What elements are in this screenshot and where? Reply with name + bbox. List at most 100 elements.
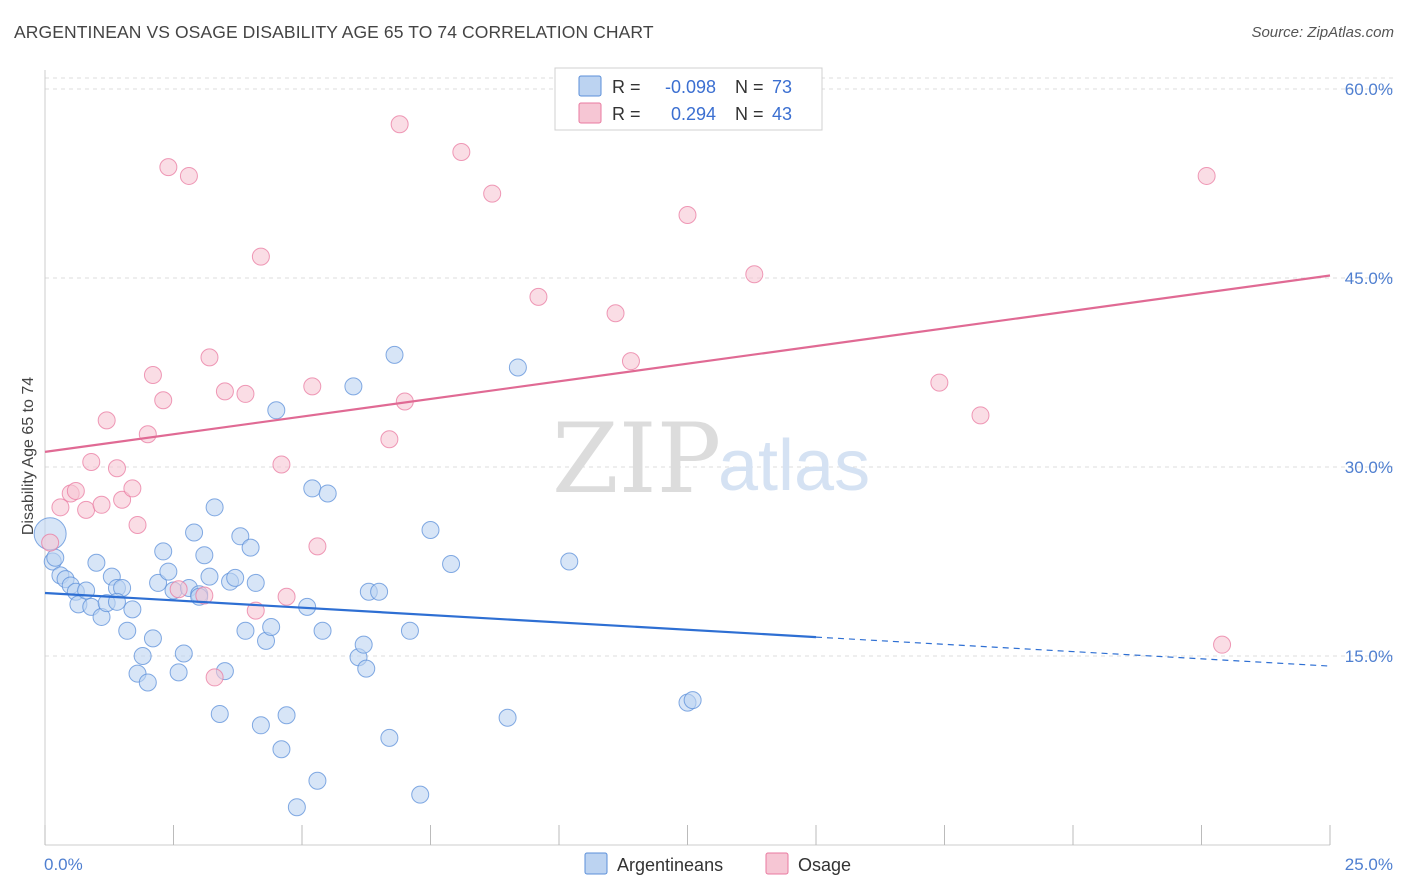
point-osage xyxy=(251,247,270,266)
point-osage xyxy=(745,265,764,284)
legend-r-label-2: R = xyxy=(612,104,641,124)
legend-n-label-1: N = xyxy=(735,77,764,97)
legend-n-value-2: 43 xyxy=(772,104,792,124)
point-argentineans xyxy=(442,555,461,574)
watermark-atlas: atlas xyxy=(718,426,870,506)
point-osage xyxy=(1213,635,1232,654)
point-argentineans xyxy=(313,621,332,640)
point-osage xyxy=(390,115,409,134)
x-tick-label-min: 0.0% xyxy=(44,855,83,874)
point-osage xyxy=(77,500,96,519)
point-osage xyxy=(606,304,625,323)
point-osage xyxy=(92,495,111,514)
point-argentineans xyxy=(123,600,142,619)
point-argentineans xyxy=(200,567,219,586)
point-osage xyxy=(678,206,697,224)
legend-r-value-2: 0.294 xyxy=(671,104,716,124)
trend-line-osage xyxy=(44,274,1331,453)
point-osage xyxy=(128,515,147,534)
point-argentineans xyxy=(385,345,404,364)
point-osage xyxy=(179,166,198,185)
point-argentineans xyxy=(421,521,440,539)
point-argentineans xyxy=(303,479,322,498)
y-tick-label: 15.0% xyxy=(1345,647,1393,666)
point-osage xyxy=(200,348,219,367)
point-osage xyxy=(66,481,85,500)
legend-swatch-blue xyxy=(578,75,602,97)
point-argentineans xyxy=(205,498,224,517)
point-osage xyxy=(1197,166,1216,185)
point-argentineans xyxy=(133,647,152,665)
point-osage xyxy=(215,382,234,401)
point-argentineans xyxy=(354,635,373,654)
trend-lines xyxy=(44,274,1331,667)
point-argentineans xyxy=(380,728,399,747)
watermark-zip: ZIP xyxy=(552,403,721,515)
point-argentineans xyxy=(226,568,245,587)
point-osage xyxy=(107,459,126,478)
point-argentineans xyxy=(411,785,430,804)
point-osage xyxy=(41,533,60,552)
point-argentineans xyxy=(154,542,173,561)
legend-swatch-pink xyxy=(578,102,602,124)
point-argentineans xyxy=(143,629,162,648)
point-osage xyxy=(303,377,322,396)
grid-lines xyxy=(45,77,1395,657)
point-argentineans xyxy=(262,618,281,637)
point-osage xyxy=(236,384,255,403)
bottom-legend: Argentineans Osage xyxy=(584,852,851,875)
point-argentineans xyxy=(308,771,327,790)
point-osage xyxy=(97,411,116,430)
legend-r-value-1: -0.098 xyxy=(665,77,716,97)
point-argentineans xyxy=(560,552,579,571)
point-argentineans xyxy=(185,523,204,542)
point-osage xyxy=(308,537,327,556)
point-argentineans xyxy=(174,644,193,663)
bottom-legend-label-argentineans: Argentineans xyxy=(617,855,723,875)
legend-n-value-1: 73 xyxy=(772,77,792,97)
legend-r-label-1: R = xyxy=(612,77,641,97)
point-argentineans xyxy=(246,573,265,592)
point-argentineans xyxy=(231,527,250,546)
point-argentineans xyxy=(241,538,260,557)
point-argentineans xyxy=(169,663,188,682)
point-osage xyxy=(195,586,214,605)
legend-n-label-2: N = xyxy=(735,104,764,124)
point-argentineans xyxy=(210,704,229,723)
point-osage xyxy=(123,479,142,498)
point-argentineans xyxy=(272,740,291,759)
point-osage xyxy=(82,452,101,471)
point-osage xyxy=(169,580,188,599)
point-argentineans xyxy=(159,562,178,581)
point-osage xyxy=(380,430,399,449)
point-argentineans xyxy=(149,573,168,592)
source-label: Source: ZipAtlas.com xyxy=(1251,24,1394,41)
point-osage xyxy=(154,391,173,410)
point-argentineans xyxy=(87,553,106,572)
point-argentineans xyxy=(318,484,337,503)
x-tick-label-max: 25.0% xyxy=(1345,855,1393,874)
point-argentineans xyxy=(118,621,137,640)
point-osage xyxy=(529,287,548,306)
chart-title: ARGENTINEAN VS OSAGE DISABILITY AGE 65 T… xyxy=(14,22,654,42)
point-osage xyxy=(483,184,502,203)
series-osage xyxy=(41,115,1232,687)
point-osage xyxy=(971,406,990,425)
trend-line-argentineans-extension xyxy=(815,636,1331,667)
x-tick-labels: 0.0% 25.0% xyxy=(44,855,1393,874)
point-argentineans xyxy=(251,716,270,735)
point-osage xyxy=(930,373,949,392)
bottom-legend-swatch-pink xyxy=(765,852,789,875)
y-tick-label: 60.0% xyxy=(1345,80,1393,99)
y-axis-label: Disability Age 65 to 74 xyxy=(20,377,37,535)
point-osage xyxy=(272,455,291,474)
point-argentineans xyxy=(498,708,517,727)
point-argentineans xyxy=(400,621,419,640)
point-argentineans xyxy=(683,691,702,710)
point-argentineans xyxy=(138,673,157,692)
point-argentineans xyxy=(267,401,286,420)
point-argentineans xyxy=(344,377,363,396)
point-osage xyxy=(51,498,70,517)
point-osage xyxy=(113,490,132,509)
